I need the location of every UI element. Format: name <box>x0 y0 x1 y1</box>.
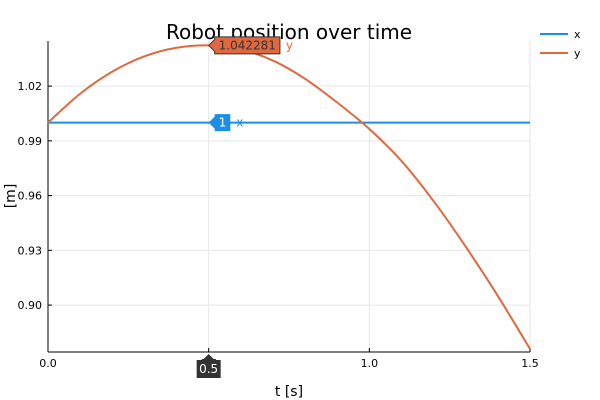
annotation-name-x: x <box>236 116 243 130</box>
y-tick-label: 0.90 <box>18 299 43 312</box>
y-axis-label: [m] <box>3 184 19 209</box>
axes: 0.00.51.01.50.900.930.960.991.02 <box>18 41 539 370</box>
legend: xy <box>540 28 581 60</box>
legend-label-y: y <box>574 47 581 60</box>
x-axis-label: t [s] <box>275 384 303 400</box>
x-tick-label: 1.5 <box>521 357 539 370</box>
y-tick-label: 0.93 <box>18 244 43 257</box>
legend-label-x: x <box>574 28 581 41</box>
grid <box>47 41 531 352</box>
x-tick-label: 1.0 <box>361 357 379 370</box>
cursor-x-label: 0.5 <box>199 362 218 376</box>
annotation-value-x: 1 <box>219 116 227 130</box>
annotation-box-x <box>208 114 231 132</box>
cursor-x-box <box>196 354 221 378</box>
y-tick-label: 1.02 <box>18 80 43 93</box>
series-lines <box>47 44 531 350</box>
series-line-y <box>47 44 531 350</box>
annotation-name-y: y <box>286 38 293 52</box>
chart-title: Robot position over time <box>166 20 412 44</box>
annotations: 1 x 1.042281 y 0.5 <box>196 36 293 378</box>
annotation-value-y: 1.042281 <box>219 38 276 52</box>
y-tick-label: 0.99 <box>18 135 43 148</box>
x-tick-label: 0.0 <box>39 357 57 370</box>
annotation-box-y <box>207 36 281 55</box>
y-tick-label: 0.96 <box>18 190 43 203</box>
